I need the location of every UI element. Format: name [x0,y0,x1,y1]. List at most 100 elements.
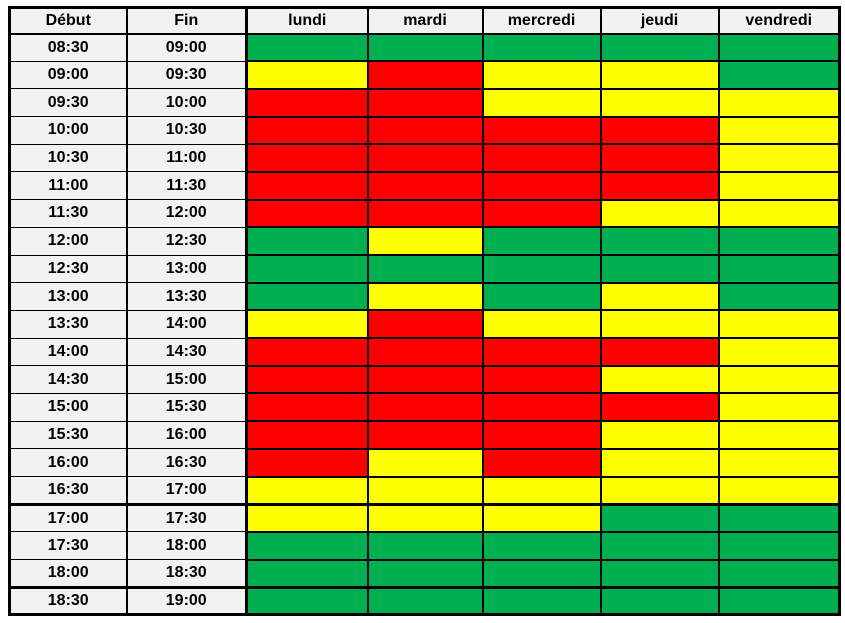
slot-cell-red[interactable] [366,87,484,118]
slot-cell-red[interactable] [245,420,369,450]
end-time-cell[interactable]: 14:00 [125,309,248,339]
slot-cell-green[interactable] [599,558,720,589]
slot-cell-red[interactable] [366,60,484,90]
slot-cell-yellow[interactable] [717,143,841,173]
slot-cell-red[interactable] [245,87,369,118]
start-time-cell[interactable]: 09:30 [8,88,128,118]
slot-cell-green[interactable] [245,254,369,284]
end-time-cell[interactable]: 09:30 [125,60,248,90]
slot-cell-red[interactable] [599,337,720,367]
end-time-cell[interactable]: 12:30 [125,226,248,256]
column-header-lundi[interactable]: lundi [245,6,369,35]
slot-cell-red[interactable] [245,337,369,367]
end-time-cell[interactable]: 17:30 [125,502,248,533]
slot-cell-green[interactable] [717,226,841,256]
slot-cell-green[interactable] [599,254,720,284]
slot-cell-red[interactable] [481,447,602,478]
slot-cell-green[interactable] [481,226,602,256]
slot-cell-red[interactable] [599,170,720,201]
slot-cell-yellow[interactable] [717,420,841,450]
start-time-cell[interactable]: 18:30 [8,585,128,616]
end-time-cell[interactable]: 11:00 [125,143,248,173]
slot-cell-green[interactable] [366,530,484,561]
start-time-cell[interactable]: 13:30 [8,309,128,339]
start-time-cell[interactable]: 11:30 [8,199,128,228]
slot-cell-yellow[interactable] [481,309,602,340]
slot-cell-green[interactable] [599,530,720,561]
end-time-cell[interactable]: 18:30 [125,559,248,588]
slot-cell-red[interactable] [366,115,484,146]
slot-cell-green[interactable] [717,502,841,533]
slot-cell-red[interactable] [599,392,720,423]
slot-cell-green[interactable] [717,60,841,90]
end-time-cell[interactable]: 14:30 [125,337,248,367]
slot-cell-green[interactable] [717,254,841,284]
slot-cell-yellow[interactable] [245,60,369,90]
start-time-cell[interactable]: 18:00 [8,559,128,588]
column-header-jeudi[interactable]: jeudi [599,6,720,35]
slot-cell-red[interactable] [481,364,602,395]
slot-cell-red[interactable] [366,392,484,423]
slot-cell-green[interactable] [599,226,720,256]
slot-cell-red[interactable] [366,170,484,201]
start-time-cell[interactable]: 10:00 [8,116,128,145]
slot-cell-red[interactable] [366,309,484,340]
slot-cell-green[interactable] [717,530,841,561]
slot-cell-yellow[interactable] [481,502,602,533]
start-time-cell[interactable]: 17:30 [8,531,128,561]
slot-cell-red[interactable] [481,420,602,450]
slot-cell-yellow[interactable] [366,502,484,533]
slot-cell-yellow[interactable] [717,475,841,506]
slot-cell-green[interactable] [599,585,720,616]
end-time-cell[interactable]: 15:00 [125,365,248,394]
slot-cell-red[interactable] [245,364,369,395]
slot-cell-red[interactable] [245,143,369,173]
slot-cell-green[interactable] [481,585,602,616]
slot-cell-yellow[interactable] [481,475,602,506]
slot-cell-red[interactable] [245,392,369,423]
start-time-cell[interactable]: 10:30 [8,143,128,173]
slot-cell-yellow[interactable] [366,475,484,506]
end-time-cell[interactable]: 13:00 [125,254,248,284]
start-time-cell[interactable]: 08:30 [8,33,128,62]
slot-cell-green[interactable] [245,585,369,616]
slot-cell-yellow[interactable] [599,87,720,118]
slot-cell-green[interactable] [366,32,484,63]
slot-cell-red[interactable] [245,447,369,478]
end-time-cell[interactable]: 09:00 [125,33,248,62]
end-time-cell[interactable]: 10:30 [125,116,248,145]
slot-cell-yellow[interactable] [717,198,841,229]
slot-cell-yellow[interactable] [599,364,720,395]
column-header-debut[interactable]: Début [8,6,128,35]
slot-cell-green[interactable] [366,558,484,589]
slot-cell-green[interactable] [366,254,484,284]
end-time-cell[interactable]: 16:00 [125,420,248,450]
slot-cell-yellow[interactable] [366,447,484,478]
start-time-cell[interactable]: 15:30 [8,420,128,450]
slot-cell-red[interactable] [366,364,484,395]
end-time-cell[interactable]: 19:00 [125,585,248,616]
slot-cell-yellow[interactable] [599,475,720,506]
slot-cell-yellow[interactable] [245,502,369,533]
slot-cell-yellow[interactable] [599,281,720,312]
slot-cell-green[interactable] [245,281,369,312]
slot-cell-green[interactable] [481,558,602,589]
end-time-cell[interactable]: 15:30 [125,392,248,422]
end-time-cell[interactable]: 12:00 [125,199,248,228]
slot-cell-yellow[interactable] [717,115,841,146]
slot-cell-green[interactable] [481,254,602,284]
end-time-cell[interactable]: 17:00 [125,476,248,505]
start-time-cell[interactable]: 16:00 [8,448,128,477]
slot-cell-yellow[interactable] [717,337,841,367]
slot-cell-yellow[interactable] [245,475,369,506]
slot-cell-red[interactable] [481,198,602,229]
slot-cell-yellow[interactable] [717,392,841,423]
slot-cell-red[interactable] [366,198,484,229]
slot-cell-green[interactable] [599,32,720,63]
column-header-vendredi[interactable]: vendredi [717,6,841,35]
slot-cell-green[interactable] [245,226,369,256]
slot-cell-yellow[interactable] [717,364,841,395]
slot-cell-red[interactable] [481,115,602,146]
slot-cell-yellow[interactable] [599,198,720,229]
start-time-cell[interactable]: 11:00 [8,171,128,201]
